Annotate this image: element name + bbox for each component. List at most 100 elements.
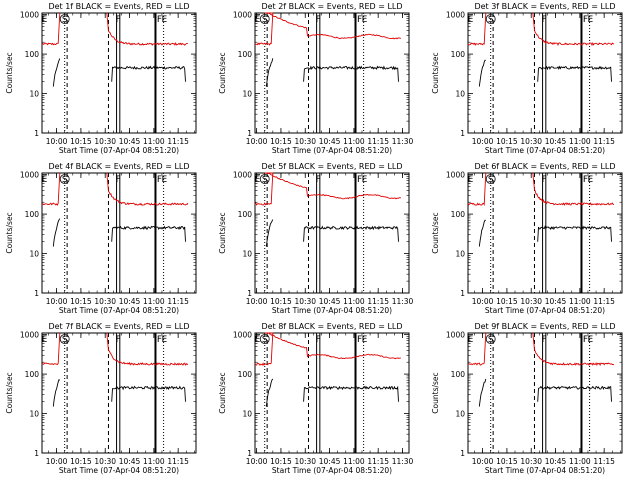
y-tick-label: 100 [25,50,40,59]
y-tick-label: 1000 [233,171,252,180]
marker-s-circle [59,174,70,184]
y-tick-label: 10 [242,250,252,259]
x-tick-label: 10:00 [246,297,268,306]
y-tick-label: 1 [460,129,465,138]
x-axis-label: Start Time (07-Apr-04 08:51:20) [485,466,605,475]
x-tick-label: 11:00 [343,297,365,306]
x-tick-label: 10:30 [520,457,542,466]
plot-panel: Det 2f BLACK = Events, RED = LLD 1 10 100 10… [218,2,414,155]
plot-frame [254,12,410,134]
x-tick-label: 10:45 [119,297,141,306]
marker-e-label: E [588,15,594,25]
marker-f-label: F [357,335,362,345]
marker-s-circle [59,14,70,24]
events-series-line [537,65,612,82]
marker-e-label: E [162,335,168,345]
lld-series-line [41,172,61,206]
lld-series-line [467,172,487,207]
marker-s-circle [259,334,270,344]
x-tick-label: 10:45 [119,457,141,466]
y-tick-label: 1 [460,449,465,458]
y-tick-label: 1000 [233,331,252,340]
x-tick-label: 10:15 [70,457,92,466]
marker-f-label: F [116,15,121,25]
marker-f-label: F [357,15,362,25]
x-tick-label: 11:00 [569,457,591,466]
events-series-line [111,65,186,82]
marker-f-label: F [157,335,162,345]
x-tick-label: 10:15 [496,137,518,146]
x-tick-label: 10:15 [70,297,92,306]
y-tick-label: 1 [34,129,39,138]
marker-f-label: F [542,335,547,345]
x-tick-label: 10:15 [70,137,92,146]
plot-title: Det 6f BLACK = Events, RED = LLD [474,162,615,171]
marker-f-label: F [316,335,321,345]
y-axis-label: Counts/sec [5,372,14,413]
x-tick-label: 10:30 [520,297,542,306]
y-tick-label: 10 [29,250,39,259]
x-tick-label: 10:15 [496,457,518,466]
x-axis-label: Start Time (07-Apr-04 08:51:20) [272,146,392,155]
marker-f-label: F [542,15,547,25]
y-tick-label: 100 [451,370,466,379]
marker-e-label: E [362,335,368,345]
marker-s-label: S [262,15,268,25]
x-tick-label: 10:00 [246,457,268,466]
y-tick-label: 1000 [446,11,465,20]
plot-frame [467,172,623,294]
marker-s-circle [259,174,270,184]
y-tick-label: 100 [25,370,40,379]
x-tick-label: 10:00 [472,137,494,146]
x-axis-label: Start Time (07-Apr-04 08:51:20) [272,466,392,475]
x-tick-label: 11:00 [343,457,365,466]
marker-f-label: F [357,175,362,185]
y-tick-label: 1 [247,129,252,138]
lld-series-line [532,172,615,206]
x-tick-label: 10:30 [294,457,316,466]
marker-f-label: F [583,15,588,25]
x-tick-label: 10:00 [472,457,494,466]
lld-series-line [467,12,487,46]
marker-e-label: E [162,175,168,185]
marker-e-label: E [162,15,168,25]
lld-series-line [532,332,615,367]
marker-e-label: E [255,335,261,345]
x-tick-label: 11:30 [392,297,414,306]
marker-e-label: E [362,15,368,25]
y-tick-label: 100 [451,210,466,219]
x-tick-label: 11:00 [343,137,365,146]
x-tick-label: 10:15 [270,297,292,306]
plot-title: Det 4f BLACK = Events, RED = LLD [48,162,189,171]
y-tick-label: 100 [25,210,40,219]
lld-series-line [254,332,401,366]
x-tick-label: 11:15 [167,457,189,466]
marker-f-label: F [316,15,321,25]
x-tick-label: 10:00 [472,297,494,306]
marker-e-label: E [468,175,474,185]
y-axis-label: Counts/sec [218,52,227,93]
x-tick-label: 11:00 [569,297,591,306]
marker-s-label: S [488,335,494,345]
lld-series-line [106,332,189,366]
x-tick-label: 11:15 [593,457,615,466]
plot-title: Det 1f BLACK = Events, RED = LLD [48,2,189,11]
x-tick-label: 11:15 [593,137,615,146]
marker-f-label: F [157,15,162,25]
marker-e-label: E [255,15,261,25]
y-tick-label: 1 [247,449,252,458]
x-tick-label: 10:45 [119,137,141,146]
events-series-line [537,225,612,242]
x-tick-label: 10:30 [94,457,116,466]
y-tick-label: 1 [460,289,465,298]
events-series-line [52,58,61,87]
plot-panel: Det 8f BLACK = Events, RED = LLD 1 10 100 10… [218,322,414,475]
x-tick-label: 10:15 [270,457,292,466]
marker-s-circle [259,14,270,24]
plot-frame [254,332,410,454]
x-axis-label: Start Time (07-Apr-04 08:51:20) [485,306,605,315]
y-axis-label: Counts/sec [431,52,440,93]
marker-s-label: S [62,15,68,25]
events-series-line [265,378,274,407]
plot-title: Det 7f BLACK = Events, RED = LLD [48,322,189,331]
